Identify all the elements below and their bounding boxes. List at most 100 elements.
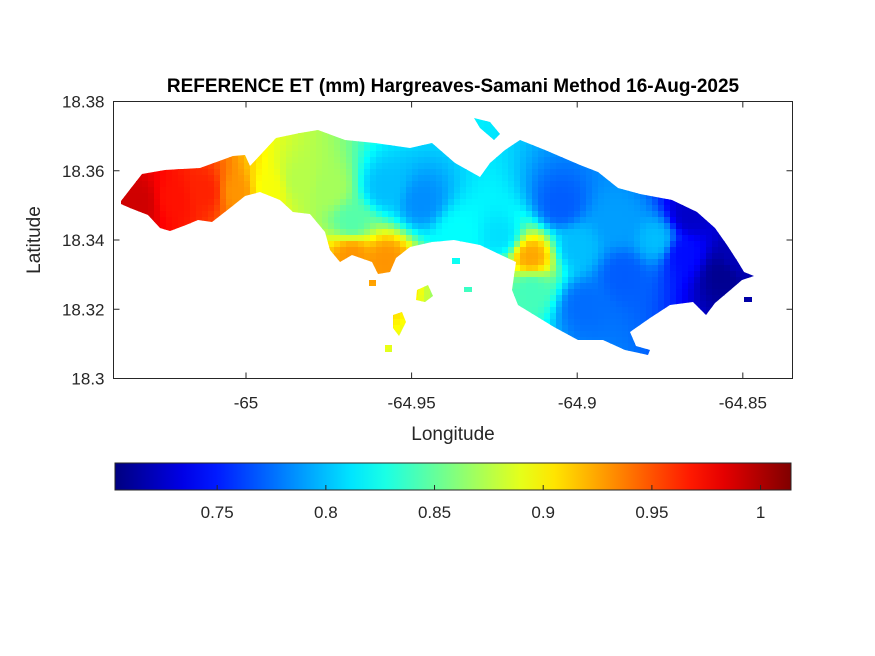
heatmap-cell xyxy=(628,313,635,320)
heatmap-cell xyxy=(544,313,551,320)
heatmap-cell xyxy=(334,139,341,146)
heatmap-cell xyxy=(622,319,629,326)
heatmap-cell xyxy=(694,259,701,266)
heatmap-cell xyxy=(202,211,209,218)
heatmap-cell xyxy=(604,295,611,302)
heatmap-cell xyxy=(364,205,371,212)
x-tick-label: -64.95 xyxy=(387,394,435,413)
heatmap-cell xyxy=(682,253,689,260)
heatmap-cell xyxy=(712,271,719,278)
heatmap-cell xyxy=(556,253,563,260)
heatmap-cell xyxy=(646,283,653,290)
heatmap-cell xyxy=(724,259,731,266)
heatmap-cell xyxy=(304,199,311,206)
heatmap-cell xyxy=(442,199,449,206)
heatmap-cell xyxy=(550,301,557,308)
heatmap-cell xyxy=(538,283,545,290)
heatmap-cell xyxy=(562,235,569,242)
heatmap-cell xyxy=(394,163,401,170)
heatmap-cell xyxy=(382,235,389,242)
heatmap-cell xyxy=(520,181,527,188)
heatmap-cell xyxy=(358,211,365,218)
heatmap-cell xyxy=(412,235,419,242)
heatmap-cell xyxy=(616,307,623,314)
heatmap-cell xyxy=(292,187,299,194)
heatmap-cell xyxy=(634,271,641,278)
heatmap-cell xyxy=(520,169,527,176)
heatmap-cell xyxy=(352,199,359,206)
heatmap-cell xyxy=(274,139,281,146)
heatmap-cell xyxy=(556,289,563,296)
heatmap-cell xyxy=(172,217,179,224)
heatmap-cell xyxy=(538,241,545,248)
heatmap-cell xyxy=(628,319,635,326)
heatmap-cell xyxy=(568,247,575,254)
heatmap-cell xyxy=(658,289,665,296)
heatmap-cell xyxy=(214,199,221,206)
heatmap-cell xyxy=(568,169,575,176)
heatmap-cell xyxy=(550,187,557,194)
heatmap-cell xyxy=(382,247,389,254)
heatmap-cell xyxy=(400,223,407,230)
heatmap-cell xyxy=(526,199,533,206)
heatmap-cell xyxy=(268,157,275,164)
heatmap-cell xyxy=(628,283,635,290)
heatmap-cell xyxy=(706,277,713,284)
heatmap-cell xyxy=(448,217,455,224)
heatmap-cell xyxy=(544,283,551,290)
heatmap-cell xyxy=(712,283,719,290)
heatmap-cell xyxy=(592,247,599,254)
heatmap-cell xyxy=(460,193,467,200)
heatmap-cell xyxy=(562,295,569,302)
heatmap-cell xyxy=(556,187,563,194)
heatmap-cell xyxy=(568,295,575,302)
heatmap-cell xyxy=(166,223,173,230)
heatmap-cell xyxy=(550,223,557,230)
heatmap-cell xyxy=(358,187,365,194)
heatmap-cell xyxy=(526,253,533,260)
heatmap-cell xyxy=(610,307,617,314)
heatmap-cell xyxy=(634,301,641,308)
heatmap-cell xyxy=(628,271,635,278)
heatmap-cell xyxy=(274,145,281,152)
heatmap-cell xyxy=(424,199,431,206)
heatmap-cell xyxy=(466,211,473,218)
heatmap-cell xyxy=(268,163,275,170)
heatmap-cell xyxy=(214,175,221,182)
heatmap-cell xyxy=(544,271,551,278)
heatmap-cell xyxy=(664,301,671,308)
heatmap-cell xyxy=(292,163,299,170)
heatmap-cell xyxy=(370,175,377,182)
heatmap-cell xyxy=(508,187,515,194)
heatmap-cell xyxy=(664,205,671,212)
heatmap-cell xyxy=(562,277,569,284)
heatmap-cell xyxy=(574,319,581,326)
heatmap-cell xyxy=(610,217,617,224)
heatmap-cell xyxy=(520,211,527,218)
heatmap-cell xyxy=(586,217,593,224)
heatmap-cell xyxy=(574,235,581,242)
heatmap-cell xyxy=(514,199,521,206)
heatmap-cell xyxy=(406,187,413,194)
heatmap-cell xyxy=(196,169,203,176)
heatmap-cell xyxy=(466,235,473,242)
heatmap-cell xyxy=(706,241,713,248)
heatmap-cell xyxy=(142,175,149,182)
heatmap-cell xyxy=(700,217,707,224)
heatmap-cell xyxy=(664,211,671,218)
heatmap-cell xyxy=(346,139,353,146)
heatmap-cell xyxy=(544,265,551,272)
heatmap-cell xyxy=(640,193,647,200)
heatmap-cell xyxy=(604,271,611,278)
heatmap-cell xyxy=(418,211,425,218)
heatmap-cell xyxy=(160,181,167,188)
heatmap-cell xyxy=(208,169,215,176)
heatmap-cell xyxy=(568,271,575,278)
heatmap-cell xyxy=(478,241,485,248)
heatmap-cell xyxy=(538,151,545,158)
heatmap-cell xyxy=(394,235,401,242)
heatmap-cell xyxy=(394,229,401,236)
heatmap-cell xyxy=(400,175,407,182)
heatmap-cell xyxy=(496,193,503,200)
heatmap-cell xyxy=(526,181,533,188)
